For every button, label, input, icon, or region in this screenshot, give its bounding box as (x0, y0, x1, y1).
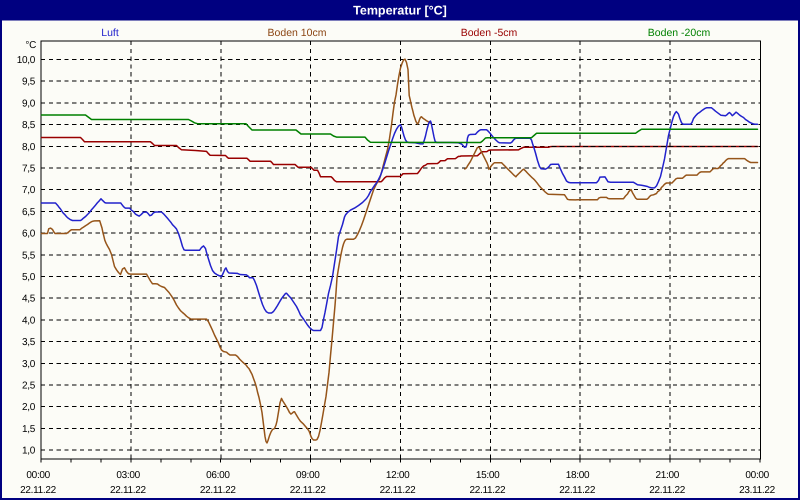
svg-text:1,0: 1,0 (22, 446, 36, 457)
svg-text:1,5: 1,5 (22, 424, 36, 435)
svg-text:4,0: 4,0 (22, 315, 36, 326)
svg-text:Boden -20cm: Boden -20cm (648, 27, 711, 39)
svg-text:18:00: 18:00 (566, 470, 590, 481)
svg-text:22.11.22: 22.11.22 (200, 485, 237, 496)
svg-text:6,5: 6,5 (22, 207, 36, 218)
svg-text:3,5: 3,5 (22, 337, 36, 348)
svg-text:12:00: 12:00 (386, 470, 410, 481)
svg-text:22.11.22: 22.11.22 (20, 485, 57, 496)
svg-text:21:00: 21:00 (656, 470, 680, 481)
svg-text:2,0: 2,0 (22, 402, 36, 413)
svg-text:°C: °C (25, 40, 36, 51)
svg-text:2,5: 2,5 (22, 381, 36, 392)
svg-text:22.11.22: 22.11.22 (380, 485, 417, 496)
svg-text:Temperatur [°C]: Temperatur [°C] (353, 4, 447, 18)
svg-text:00:00: 00:00 (26, 470, 50, 481)
svg-text:5,0: 5,0 (22, 272, 36, 283)
svg-text:00:00: 00:00 (745, 470, 769, 481)
svg-text:Luft: Luft (101, 27, 119, 39)
svg-text:3,0: 3,0 (22, 359, 36, 370)
svg-text:23.11.22: 23.11.22 (739, 485, 776, 496)
svg-text:22.11.22: 22.11.22 (110, 485, 147, 496)
svg-text:10,0: 10,0 (17, 55, 36, 66)
svg-text:22.11.22: 22.11.22 (559, 485, 596, 496)
svg-text:5,5: 5,5 (22, 250, 36, 261)
svg-text:9,0: 9,0 (22, 98, 36, 109)
svg-text:15:00: 15:00 (476, 470, 500, 481)
svg-text:4,5: 4,5 (22, 294, 36, 305)
svg-text:03:00: 03:00 (116, 470, 140, 481)
svg-text:7,5: 7,5 (22, 164, 36, 175)
svg-text:9,5: 9,5 (22, 77, 36, 88)
svg-text:8,0: 8,0 (22, 142, 36, 153)
svg-text:06:00: 06:00 (206, 470, 230, 481)
svg-text:6,0: 6,0 (22, 229, 36, 240)
svg-text:09:00: 09:00 (296, 470, 320, 481)
svg-text:8,5: 8,5 (22, 120, 36, 131)
svg-text:22.11.22: 22.11.22 (290, 485, 327, 496)
svg-text:Boden -5cm: Boden -5cm (461, 27, 518, 39)
svg-text:22.11.22: 22.11.22 (470, 485, 507, 496)
svg-text:7,0: 7,0 (22, 185, 36, 196)
svg-text:22.11.22: 22.11.22 (649, 485, 686, 496)
svg-text:Boden 10cm: Boden 10cm (268, 27, 327, 39)
